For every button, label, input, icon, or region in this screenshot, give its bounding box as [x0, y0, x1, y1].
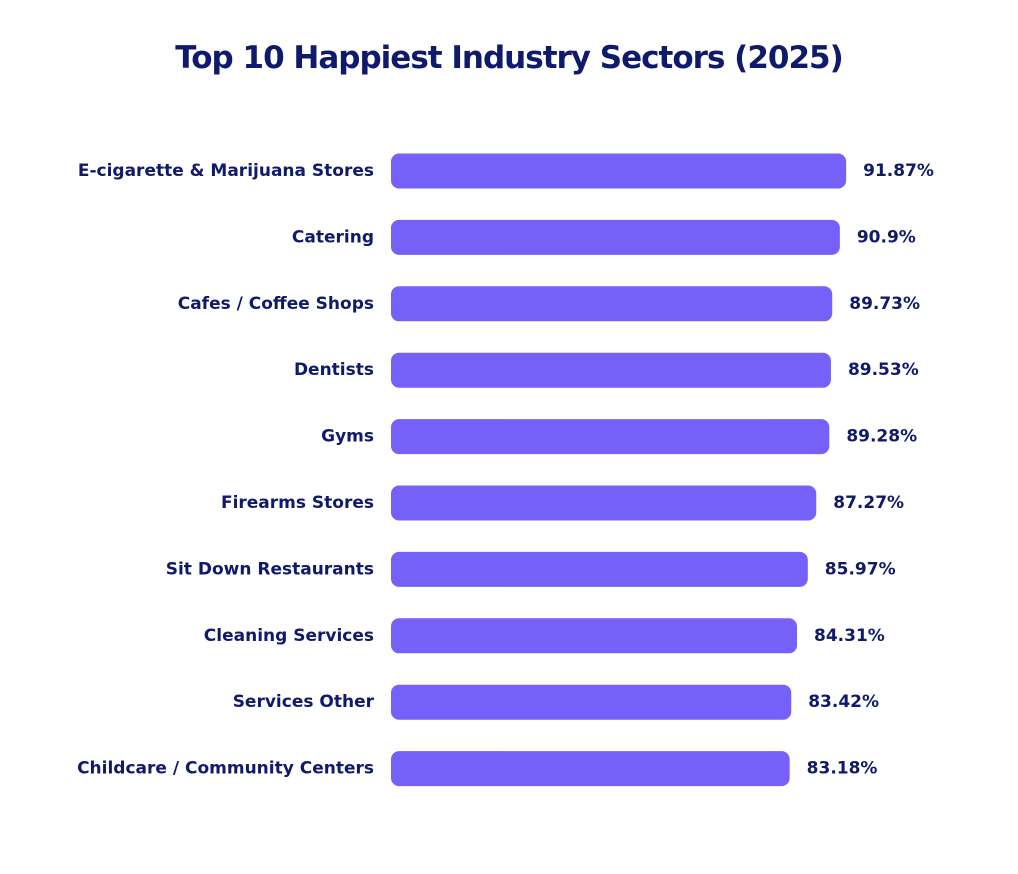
value-label: 89.53%: [848, 360, 919, 380]
category-label: Cafes / Coffee Shops: [178, 294, 374, 314]
value-label: 87.27%: [833, 493, 904, 513]
chart-title: Top 10 Happiest Industry Sectors (2025): [175, 40, 844, 76]
bar: [391, 485, 817, 521]
value-label: 89.73%: [849, 294, 920, 314]
bar: [391, 219, 840, 255]
value-label: 83.42%: [808, 692, 879, 712]
category-labels: E-cigarette & Marijuana Stores Catering Ca…: [77, 161, 375, 779]
category-label: Gyms: [321, 427, 374, 447]
category-label: Catering: [292, 227, 374, 247]
bar: [391, 618, 798, 654]
bar: [391, 684, 792, 720]
bar: [391, 153, 847, 189]
category-label: Sit Down Restaurants: [166, 559, 374, 579]
bar: [391, 751, 790, 787]
category-label: E-cigarette & Marijuana Stores: [78, 161, 374, 181]
value-label: 84.31%: [814, 626, 885, 646]
bar: [391, 551, 808, 587]
bar: [391, 352, 831, 388]
value-label: 89.28%: [846, 427, 917, 447]
bars-group: [391, 153, 847, 787]
value-label: 90.9%: [857, 227, 916, 247]
value-label: 83.18%: [807, 759, 878, 779]
category-label: Cleaning Services: [204, 626, 374, 646]
value-label: 91.87%: [863, 161, 934, 181]
category-label: Dentists: [294, 360, 374, 380]
bar: [391, 419, 830, 455]
value-labels: 91.87% 90.9% 89.73% 89.53% 89.28% 87.27% 85.97…: [807, 161, 934, 779]
category-label: Firearms Stores: [221, 493, 374, 513]
category-label: Services Other: [233, 692, 375, 712]
bar: [391, 286, 833, 322]
category-label: Childcare / Community Centers: [77, 759, 374, 779]
value-label: 85.97%: [825, 559, 896, 579]
